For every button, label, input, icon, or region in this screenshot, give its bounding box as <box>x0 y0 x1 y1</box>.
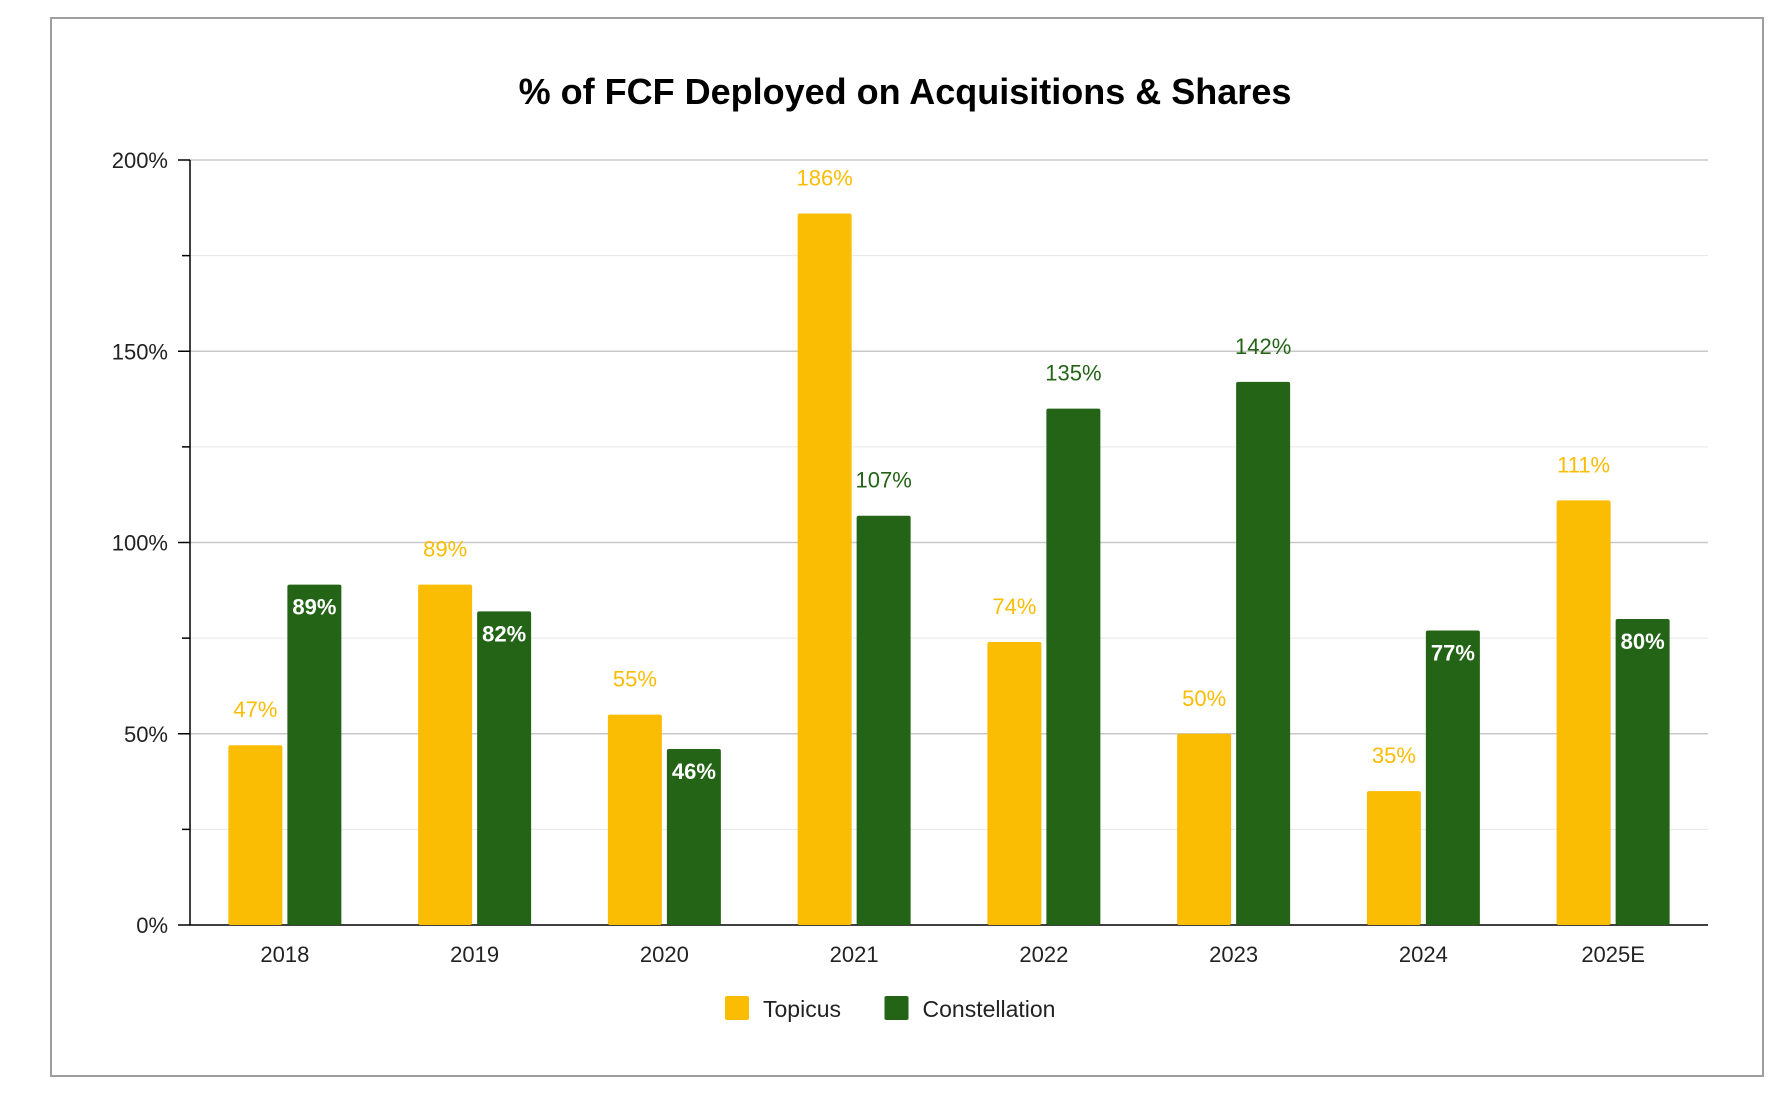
x-tick-label: 2018 <box>260 942 309 967</box>
bar-topicus-2019 <box>418 584 473 925</box>
data-label: 50% <box>1182 686 1226 711</box>
bar-constellation-2024 <box>1425 630 1480 925</box>
legend-label-constellation: Constellation <box>923 996 1056 1022</box>
bar-topicus-2018 <box>228 745 283 925</box>
legend-swatch-constellation <box>884 996 909 1020</box>
data-label: 89% <box>423 537 467 562</box>
axes: 0% 50% 100% 150% 200% 2018 2019 2020 2021 2022 202… <box>112 148 1708 967</box>
data-label: 80% <box>1621 629 1665 654</box>
bar-topicus-2024 <box>1366 791 1421 925</box>
bar-constellation-2021 <box>856 515 911 925</box>
data-label: 135% <box>1045 361 1101 386</box>
y-tick-label: 50% <box>124 722 168 747</box>
x-tick-label: 2020 <box>640 942 689 967</box>
x-tick-label: 2019 <box>450 942 499 967</box>
data-label: 107% <box>855 468 911 493</box>
data-label: 186% <box>796 166 852 191</box>
y-tick-label: 150% <box>112 339 168 364</box>
data-label: 46% <box>672 759 716 784</box>
chart-title: % of FCF Deployed on Acquisitions & Shar… <box>519 71 1292 112</box>
y-tick-label: 0% <box>136 913 168 938</box>
data-label: 142% <box>1235 334 1291 359</box>
data-label: 89% <box>292 595 336 620</box>
data-label: 82% <box>482 621 526 646</box>
bar-constellation-2020 <box>666 749 721 925</box>
bar-constellation-2022 <box>1046 408 1101 925</box>
x-tick-label: 2021 <box>830 942 879 967</box>
bar-topicus-2025e <box>1556 500 1611 925</box>
legend: Topicus Constellation <box>725 996 1055 1022</box>
x-tick-label: 2023 <box>1209 942 1258 967</box>
bar-topicus-2022 <box>987 641 1042 925</box>
data-label: 111% <box>1557 452 1610 477</box>
data-label: 74% <box>992 594 1036 619</box>
y-tick-label: 100% <box>112 531 168 556</box>
data-label: 35% <box>1372 743 1416 768</box>
legend-swatch-topicus <box>725 996 749 1020</box>
bars <box>228 213 1670 926</box>
bar-constellation-2023 <box>1236 381 1291 926</box>
legend-label-topicus: Topicus <box>763 996 841 1022</box>
bar-constellation-2025e <box>1615 619 1670 925</box>
x-tick-label: 2024 <box>1399 942 1448 967</box>
bar-topicus-2023 <box>1177 733 1232 925</box>
x-tick-label: 2025E <box>1581 942 1645 967</box>
bar-constellation-2019 <box>477 611 532 925</box>
data-label: 55% <box>613 667 657 692</box>
bar-constellation-2018 <box>287 584 342 925</box>
bar-topicus-2020 <box>607 714 662 925</box>
y-tick-label: 200% <box>112 148 168 173</box>
data-labels: 47% 89% 89% 82% 55% 46% 186% 107% 74% 135% 50% 142%… <box>233 166 1665 784</box>
gridlines <box>190 159 1708 830</box>
data-label: 77% <box>1431 640 1475 665</box>
bar-topicus-2021 <box>797 213 852 926</box>
data-label: 47% <box>233 697 277 722</box>
x-tick-label: 2022 <box>1019 942 1068 967</box>
